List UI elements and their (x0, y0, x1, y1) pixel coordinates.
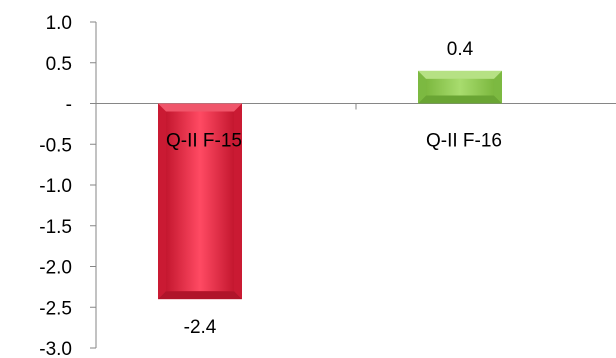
y-tick-label: -2.5 (39, 298, 72, 319)
y-tick-label: - (66, 95, 72, 116)
bar-bevel-left (418, 70, 426, 104)
y-tick-label: -2.0 (39, 258, 72, 279)
bar-face (426, 78, 494, 96)
y-tick-label: 0.5 (46, 54, 72, 75)
y-tick-label: -1.5 (39, 217, 72, 238)
bar-bevel-bottom (418, 95, 502, 104)
bar-bevel-top (158, 103, 242, 112)
bar-bevel-right (494, 70, 502, 104)
bar-bevel-left (158, 103, 166, 300)
bar-negative (158, 103, 242, 300)
axis-layer: 1.0 0.5 - -0.5 -1.0 -1.5 -2.0 -2.5 -3.0 (39, 13, 616, 358)
bar-layer (158, 70, 502, 300)
data-label: 0.4 (447, 39, 474, 60)
bar-bevel-bottom (158, 291, 242, 300)
bar-positive (418, 70, 502, 104)
y-tick-label: -1.0 (39, 176, 72, 197)
x-category-label: Q-II F-15 (166, 131, 242, 152)
y-tick-label: -0.5 (39, 135, 72, 156)
x-category-label: Q-II F-16 (426, 131, 502, 152)
bar-bevel-right (234, 103, 242, 300)
y-tick-label: 1.0 (46, 13, 72, 34)
bar-face (166, 111, 234, 292)
data-label: -2.4 (184, 317, 217, 338)
y-tick-label: -3.0 (39, 339, 72, 358)
label-layer: -2.4 Q-II F-15 0.4 Q-II F-16 (166, 39, 502, 338)
bar-bevel-top (418, 70, 502, 79)
